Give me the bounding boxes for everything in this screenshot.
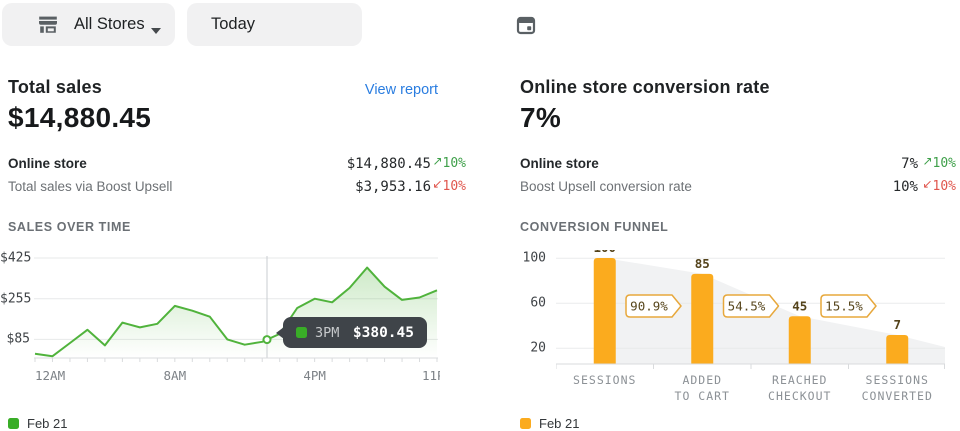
svg-text:11PM: 11PM — [422, 368, 440, 383]
chevron-down-icon — [150, 23, 162, 38]
section-title: CONVERSION FUNNEL — [520, 220, 669, 234]
svg-text:4PM: 4PM — [303, 368, 326, 383]
svg-text:45: 45 — [792, 298, 807, 313]
topbar: All Stores Today — [0, 0, 960, 56]
legend-color-swatch — [8, 418, 19, 429]
conversion-rate-value: 7% — [520, 102, 562, 133]
calendar-icon — [515, 14, 537, 39]
svg-text:85: 85 — [695, 256, 710, 271]
svg-text:90.9%: 90.9% — [630, 299, 668, 314]
svg-text:SESSIONS: SESSIONS — [573, 373, 636, 387]
svg-text:7: 7 — [893, 317, 901, 332]
chart-legend: Feb 21 — [520, 416, 579, 431]
store-selector-label: All Stores — [74, 15, 145, 33]
metric-value: 10% — [892, 179, 918, 195]
tooltip-time: 3PM — [315, 324, 340, 341]
metric-value: $14,880.45 — [346, 156, 431, 172]
metric-change: ↗10% — [432, 154, 466, 171]
total-sales-value: $14,880.45 — [8, 102, 152, 133]
y-axis-tick: $425 — [0, 250, 32, 266]
legend-color-swatch — [520, 418, 531, 429]
date-range-label: Today — [211, 15, 256, 33]
metric-change: ↙10% — [922, 177, 956, 194]
y-axis-tick: $85 — [6, 331, 30, 347]
metric-row: Online store $14,880.45 ↗10% — [8, 154, 466, 175]
y-axis-tick: 100 — [522, 250, 546, 266]
metric-row: Online store 7% ↗10% — [520, 154, 960, 175]
storefront-icon — [36, 13, 60, 40]
svg-text:8AM: 8AM — [164, 368, 187, 383]
metric-label: Online store — [8, 156, 87, 171]
y-axis-tick: 20 — [530, 340, 546, 356]
metric-value: $3,953.16 — [355, 179, 431, 195]
metric-change: ↗10% — [922, 154, 956, 171]
chart-legend: Feb 21 — [8, 416, 67, 431]
svg-text:SESSIONS: SESSIONS — [866, 373, 929, 387]
tooltip-value: $380.45 — [352, 324, 414, 341]
metric-change: ↙10% — [432, 177, 466, 194]
metric-row: Boost Upsell conversion rate 10% ↙10% — [520, 177, 960, 198]
series-color-swatch — [296, 327, 307, 338]
legend-label: Feb 21 — [539, 416, 580, 431]
metric-label: Total sales via Boost Upsell — [8, 179, 173, 194]
conversion-rate-panel: Online store conversion rate 7% Online s… — [520, 64, 960, 431]
date-range-button[interactable]: Today — [187, 3, 536, 46]
conversion-funnel-chart[interactable]: 100 85 45 7 90.9% 54.5% 15.5% SESSIONS ADDED TO C… — [556, 250, 946, 402]
section-title: SALES OVER TIME — [8, 220, 131, 234]
svg-text:12AM: 12AM — [35, 368, 65, 383]
svg-text:REACHED: REACHED — [772, 373, 827, 387]
panel-title: Online store conversion rate — [520, 77, 770, 97]
metric-label: Boost Upsell conversion rate — [520, 179, 692, 194]
metric-value: 7% — [901, 156, 918, 172]
svg-text:100: 100 — [593, 250, 616, 255]
metric-row: Total sales via Boost Upsell $3,953.16 ↙… — [8, 177, 466, 198]
chart-tooltip: 3PM $380.45 — [276, 317, 427, 348]
view-report-link[interactable]: View report — [364, 82, 438, 98]
total-sales-panel: Total sales View report $14,880.45 Onlin… — [0, 64, 466, 431]
y-axis-tick: $255 — [0, 291, 32, 307]
svg-text:CONVERTED: CONVERTED — [862, 389, 933, 402]
svg-text:54.5%: 54.5% — [728, 299, 766, 314]
legend-label: Feb 21 — [27, 416, 68, 431]
svg-text:TO CART: TO CART — [675, 389, 730, 402]
y-axis-tick: 60 — [530, 295, 546, 311]
svg-text:ADDED: ADDED — [682, 373, 722, 387]
panel-title: Total sales — [8, 77, 102, 97]
svg-text:15.5%: 15.5% — [825, 299, 863, 314]
store-selector-button[interactable]: All Stores — [2, 3, 175, 46]
metric-label: Online store — [520, 156, 599, 171]
svg-text:CHECKOUT: CHECKOUT — [768, 389, 831, 402]
